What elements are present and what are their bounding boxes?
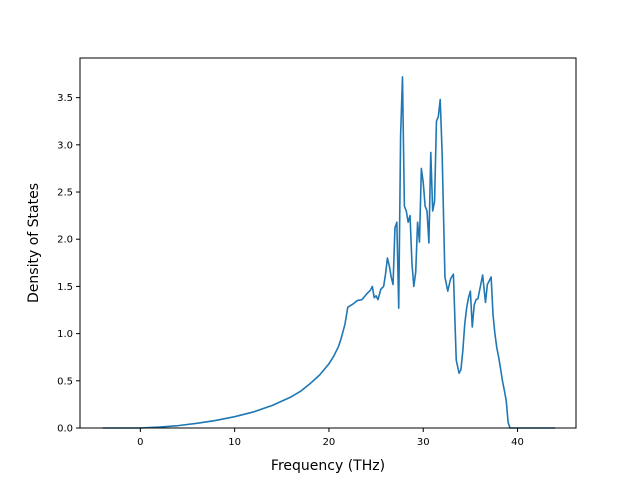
x-tick-label: 40 xyxy=(511,437,524,448)
y-tick-label: 2.5 xyxy=(57,188,73,199)
y-tick-label: 1.0 xyxy=(57,329,73,340)
plot-area xyxy=(80,58,576,428)
y-axis-ticks: 0.0 0.5 1.0 1.5 2.0 2.5 3.0 3.5 xyxy=(57,93,80,435)
x-tick-label: 10 xyxy=(228,437,241,448)
series-layer xyxy=(102,76,556,429)
y-tick-label: 0.0 xyxy=(57,424,73,435)
x-tick-label: 0 xyxy=(137,437,143,448)
y-tick-label: 3.5 xyxy=(57,93,73,104)
y-tick-label: 3.0 xyxy=(57,140,73,151)
x-axis-ticks: 0 10 20 30 40 xyxy=(137,428,524,448)
y-tick-label: 0.5 xyxy=(57,376,73,387)
y-tick-label: 1.5 xyxy=(57,282,73,293)
x-tick-label: 20 xyxy=(323,437,336,448)
x-axis-label: Frequency (THz) xyxy=(271,458,385,474)
y-tick-label: 2.0 xyxy=(57,235,73,246)
plot-frame xyxy=(79,57,577,429)
y-axis-label: Density of States xyxy=(26,183,42,303)
series-line-0 xyxy=(102,76,556,429)
x-tick-label: 30 xyxy=(417,437,430,448)
